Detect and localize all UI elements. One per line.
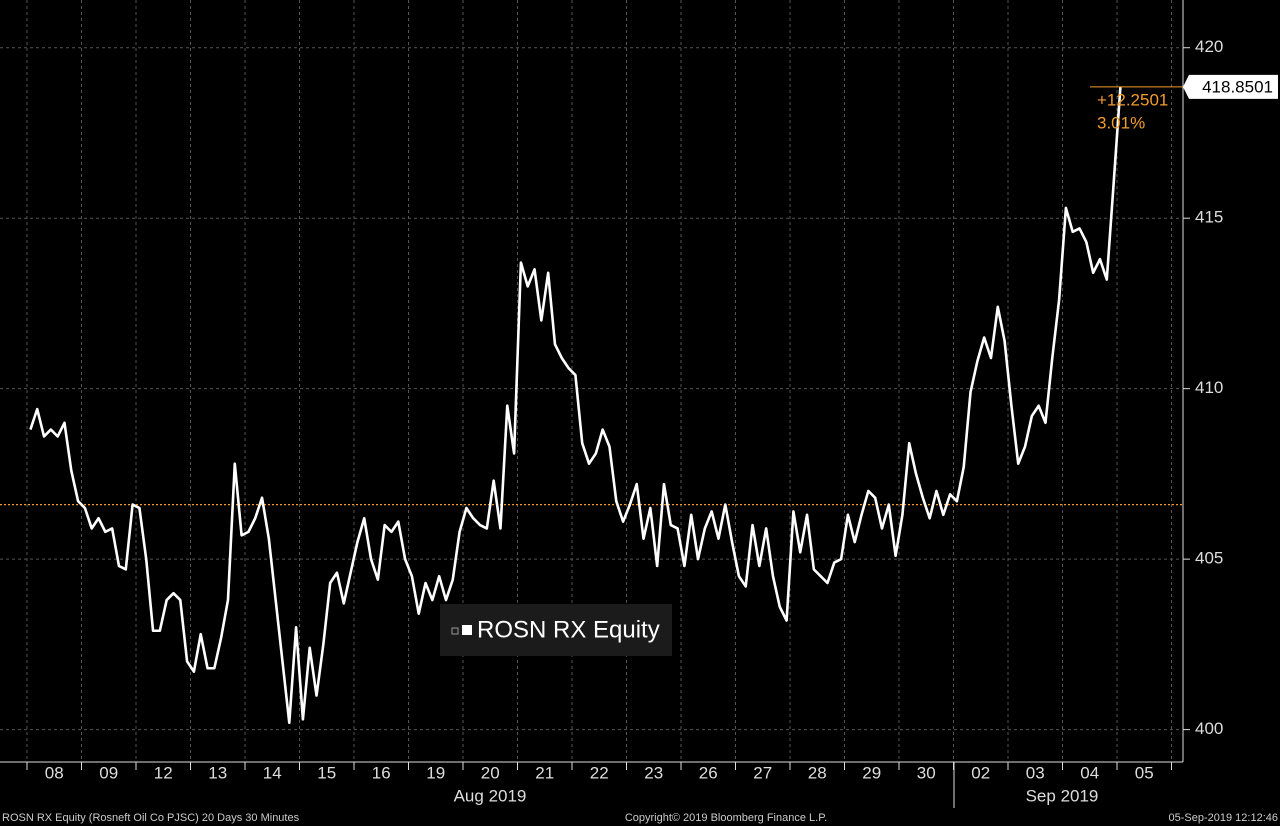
x-tick-label: 14 (263, 763, 282, 782)
x-tick-label: 21 (535, 763, 554, 782)
y-tick-label: 410 (1195, 378, 1223, 397)
x-tick-label: 08 (45, 763, 64, 782)
x-tick-label: 26 (699, 763, 718, 782)
y-tick-label: 415 (1195, 208, 1223, 227)
x-tick-label: 27 (753, 763, 772, 782)
x-tick-label: 20 (481, 763, 500, 782)
price-line (29, 86, 1122, 725)
x-tick-label: 30 (917, 763, 936, 782)
change-label: +12.2501 (1097, 90, 1168, 109)
x-tick-label: 29 (862, 763, 881, 782)
footer-timestamp: 05-Sep-2019 12:12:46 (1169, 812, 1278, 824)
x-tick-label: 16 (372, 763, 391, 782)
legend-icon (451, 627, 459, 635)
x-tick-label: 15 (317, 763, 336, 782)
footer-copyright: Copyright© 2019 Bloomberg Finance L.P. (625, 812, 827, 824)
last-price-label: 418.8501 (1202, 77, 1273, 96)
x-tick-label: 12 (154, 763, 173, 782)
legend-swatch (462, 625, 472, 635)
x-tick-label: 04 (1080, 763, 1099, 782)
month-label: Sep 2019 (1026, 786, 1099, 805)
x-tick-label: 03 (1026, 763, 1045, 782)
x-tick-label: 05 (1135, 763, 1154, 782)
x-tick-label: 28 (808, 763, 827, 782)
y-tick-label: 400 (1195, 719, 1223, 738)
change-pct-label: 3.01% (1097, 113, 1145, 132)
last-price-box (1183, 74, 1278, 99)
y-tick-label: 405 (1195, 549, 1223, 568)
x-tick-label: 13 (208, 763, 227, 782)
x-tick-label: 09 (99, 763, 118, 782)
legend-box (440, 604, 672, 656)
x-tick-label: 19 (426, 763, 445, 782)
footer-source: ROSN RX Equity (Rosneft Oil Co PJSC) 20 … (2, 812, 300, 824)
month-label: Aug 2019 (454, 786, 527, 805)
x-tick-label: 02 (971, 763, 990, 782)
x-tick-label: 22 (590, 763, 609, 782)
x-tick-label: 23 (644, 763, 663, 782)
plot-area: 400 405 410 415 420 08 09 12 13 14 15 16 19 20 21 22 23 2… (0, 0, 1278, 782)
legend-label: ROSN RX Equity (477, 616, 660, 643)
y-tick-label: 420 (1195, 37, 1223, 56)
